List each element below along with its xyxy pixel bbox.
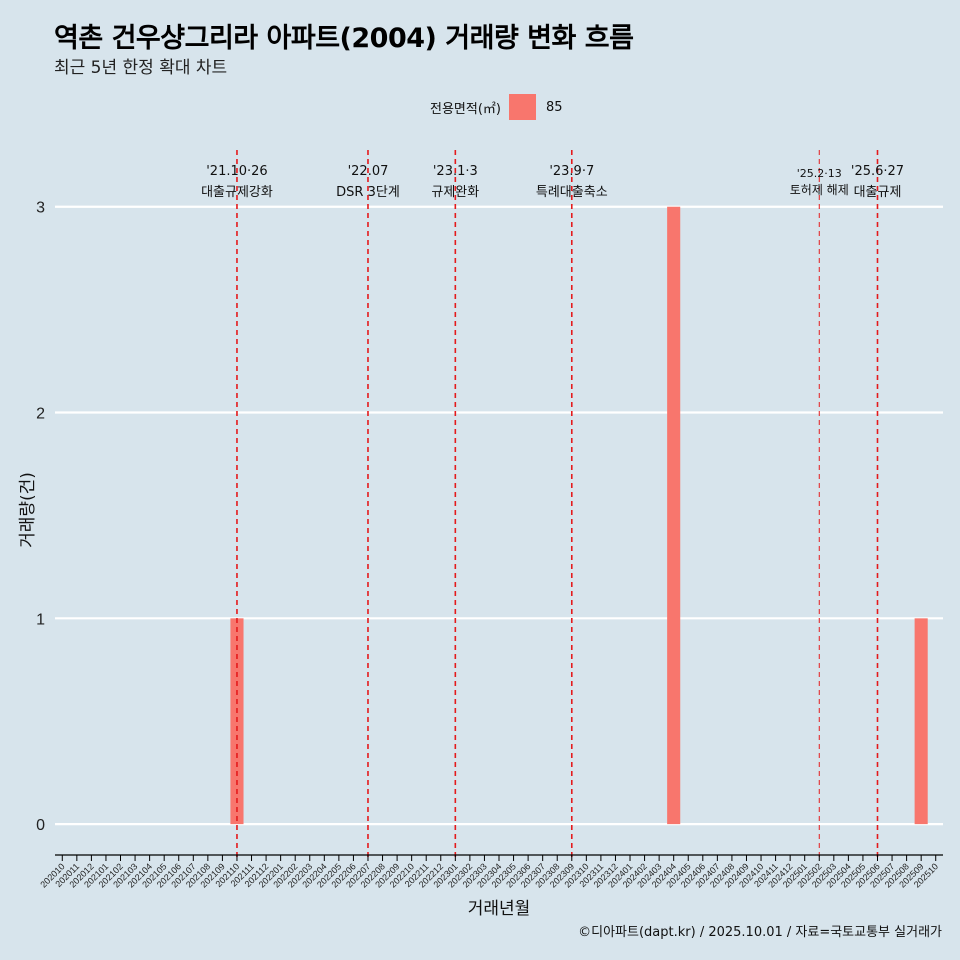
event-label: 토허제 해제 (790, 183, 849, 197)
y-axis-title: 거래량(건) (18, 472, 38, 548)
bar (914, 618, 928, 825)
event-date: '25.2·13 (797, 167, 842, 180)
event-label: 규제완화 (431, 185, 479, 200)
legend-item-label: 85 (545, 99, 563, 115)
chart-title: 역촌 건우샹그리라 아파트(2004) 거래량 변화 흐름 (54, 23, 634, 54)
source-caption: ©디아파트(dapt.kr) / 2025.10.01 / 자료=국토교통부 실… (578, 925, 942, 940)
legend-title: 전용면적(㎡) (430, 101, 501, 117)
event-label: 대출규제강화 (201, 185, 273, 200)
y-tick-label: 2 (36, 406, 45, 423)
legend: 전용면적(㎡) 85 (430, 94, 563, 120)
event-date: '23.9·7 (549, 164, 594, 179)
y-tick-label: 3 (36, 200, 45, 217)
event-label: 대출규제 (854, 185, 902, 200)
event-date: '25.6·27 (851, 164, 904, 179)
bar (667, 206, 681, 825)
event-date: '21.10·26 (206, 164, 267, 179)
chart-subtitle: 최근 5년 한정 확대 차트 (54, 58, 228, 78)
legend-swatch (508, 94, 536, 120)
event-date: '23.1·3 (433, 164, 478, 179)
x-axis-title: 거래년월 (468, 899, 531, 919)
event-label: 특례대출축소 (536, 185, 608, 200)
y-tick-label: 0 (36, 817, 45, 834)
event-label: DSR 3단계 (336, 185, 400, 200)
event-date: '22.07 (348, 164, 389, 179)
y-tick-label: 1 (36, 611, 45, 628)
